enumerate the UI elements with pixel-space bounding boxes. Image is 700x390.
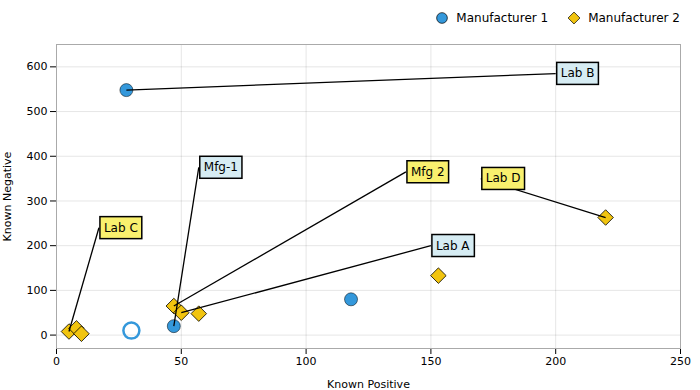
svg-text:100: 100 (27, 284, 48, 297)
svg-text:0: 0 (53, 355, 60, 368)
svg-text:50: 50 (174, 355, 188, 368)
svg-text:Known Positive: Known Positive (327, 378, 410, 390)
svg-text:100: 100 (296, 355, 317, 368)
svg-text:0: 0 (41, 329, 48, 342)
svg-text:Lab B: Lab B (561, 66, 595, 80)
html-text:Manufacturer 2: Manufacturer 2 (588, 11, 680, 25)
html-text:Manufacturer 1: Manufacturer 1 (456, 11, 549, 25)
svg-text:200: 200 (27, 239, 48, 252)
svg-text:250: 250 (670, 355, 691, 368)
svg-text:300: 300 (27, 194, 48, 207)
svg-text:200: 200 (545, 355, 566, 368)
svg-text:500: 500 (27, 105, 48, 118)
svg-text:Lab A: Lab A (436, 239, 470, 253)
svg-text:600: 600 (27, 60, 48, 73)
svg-text:150: 150 (420, 355, 441, 368)
svg-text:Mfg 2: Mfg 2 (411, 165, 445, 179)
svg-text:400: 400 (27, 150, 48, 163)
svg-text:Known Negative: Known Negative (1, 151, 14, 241)
svg-text:Mfg-1: Mfg-1 (204, 160, 238, 174)
svg-text:Lab D: Lab D (486, 171, 521, 185)
svg-text:Lab C: Lab C (104, 221, 138, 235)
